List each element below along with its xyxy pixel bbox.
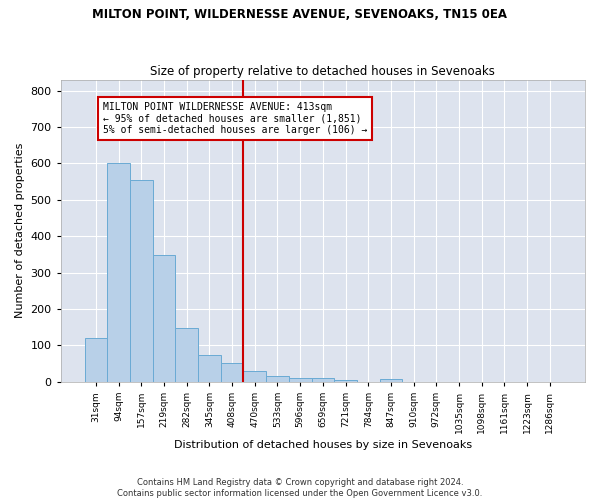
Title: Size of property relative to detached houses in Sevenoaks: Size of property relative to detached ho… [151,66,495,78]
X-axis label: Distribution of detached houses by size in Sevenoaks: Distribution of detached houses by size … [174,440,472,450]
Bar [130,180,152,382]
Bar [244,371,266,382]
Bar [311,378,334,382]
Bar [107,164,130,382]
Bar [380,379,402,382]
Bar [221,363,244,382]
Bar [334,380,357,382]
Text: Contains HM Land Registry data © Crown copyright and database right 2024.
Contai: Contains HM Land Registry data © Crown c… [118,478,482,498]
Text: MILTON POINT, WILDERNESSE AVENUE, SEVENOAKS, TN15 0EA: MILTON POINT, WILDERNESSE AVENUE, SEVENO… [92,8,508,20]
Bar [152,255,175,382]
Y-axis label: Number of detached properties: Number of detached properties [15,143,25,318]
Bar [266,376,289,382]
Bar [85,338,107,382]
Bar [175,328,198,382]
Text: MILTON POINT WILDERNESSE AVENUE: 413sqm
← 95% of detached houses are smaller (1,: MILTON POINT WILDERNESSE AVENUE: 413sqm … [103,102,367,134]
Bar [289,378,311,382]
Bar [198,354,221,382]
